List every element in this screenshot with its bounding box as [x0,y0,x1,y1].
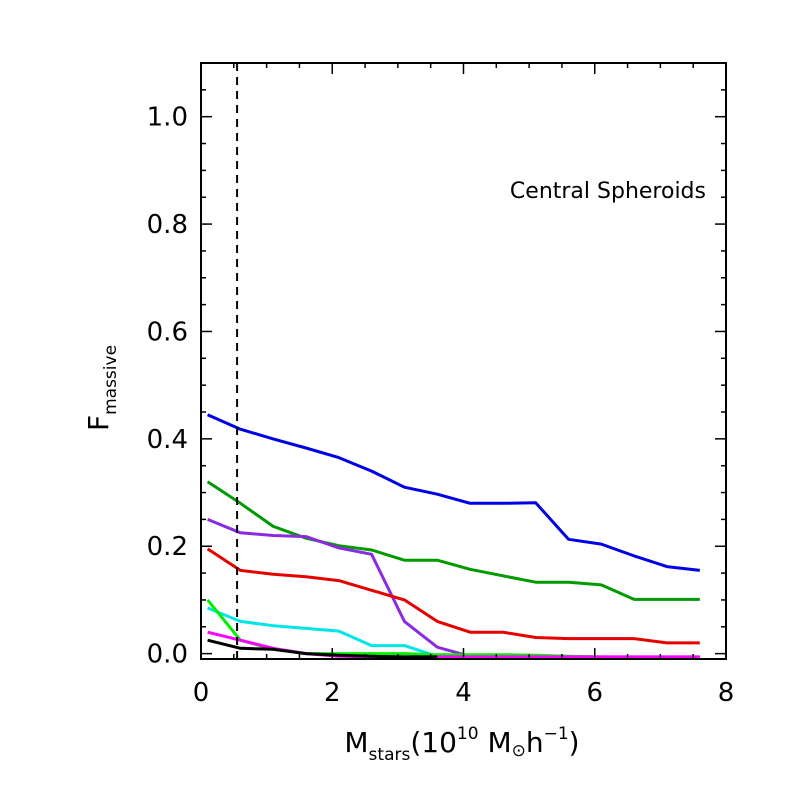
x-tick-label: 6 [586,678,603,708]
x-axis-title-h: h [526,726,544,759]
x-tick-label: 8 [718,678,735,708]
series-line-black [207,638,438,659]
annotation-central-spheroids: Central Spheroids [510,179,706,204]
labels-layer: 0 2 4 6 8 0.0 0.2 0.4 0.6 0.8 1.0 [147,103,735,708]
y-tick-label: 0.2 [147,532,188,562]
x-axis-title-unit: M [479,726,512,759]
series-line-red [206,547,700,645]
x-tick-label: 2 [324,678,341,708]
series-line-green [206,480,700,601]
x-axis-title-close: ) [569,726,580,759]
x-tick-label: 0 [193,678,210,708]
x-axis-title-main: M [344,726,368,759]
x-axis-title-sub: stars [369,745,411,765]
x-axis-title: Mstars(1010 M⊙h−1) [344,724,579,765]
x-axis-title-open: (10 [410,726,457,759]
x-axis-title-sup: 10 [457,724,479,744]
x-tick-label: 4 [455,678,472,708]
x-axis-title-hsup: −1 [544,724,569,744]
x-axis-title-sun: ⊙ [512,741,526,761]
series-line-blue [206,413,700,572]
y-axis-title: Fmassive [82,345,121,431]
y-tick-label: 1.0 [147,103,188,133]
series-layer [206,413,700,659]
y-tick-label: 0.0 [147,640,188,670]
y-tick-label: 0.8 [147,210,188,240]
y-axis-title-sub: massive [101,345,121,415]
y-tick-label: 0.4 [147,425,188,455]
y-axis-title-main: F [82,415,115,431]
y-tick-label: 0.6 [147,317,188,347]
plot-frame [200,62,727,660]
